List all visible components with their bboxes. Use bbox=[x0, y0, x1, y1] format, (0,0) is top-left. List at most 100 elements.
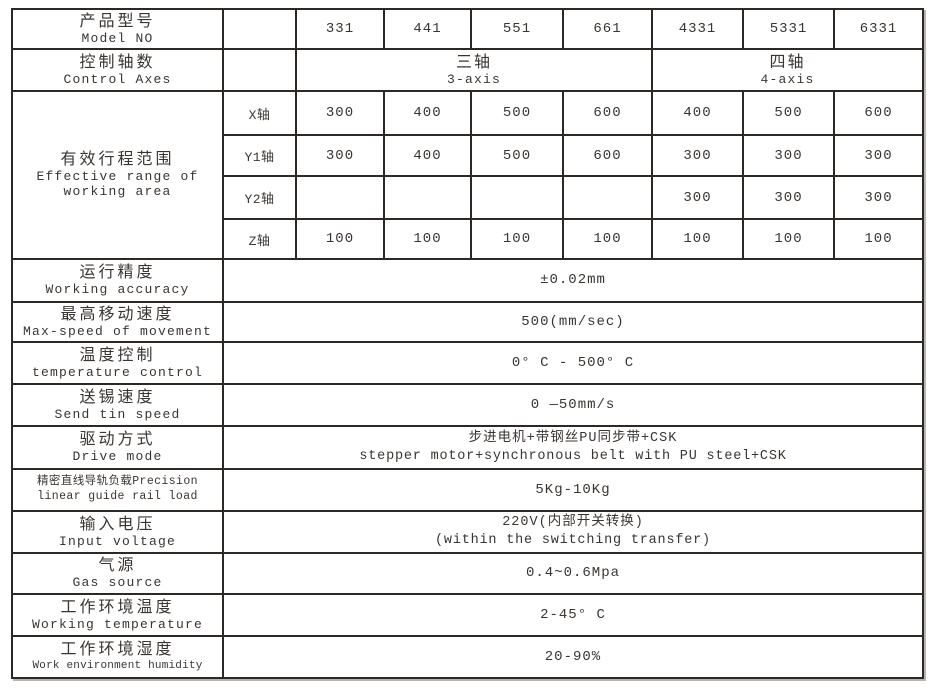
range-value-cell: 100 bbox=[562, 218, 653, 260]
spec-label-en: Working accuracy bbox=[45, 282, 190, 298]
spec-label-en: Work environment humidity bbox=[32, 660, 203, 673]
range-value-cell bbox=[470, 175, 564, 220]
spec-value-line2: (within the switching transfer) bbox=[435, 533, 711, 548]
spec-value: 0 —50mm/s bbox=[530, 396, 616, 413]
axis-name-cell: Y2轴 bbox=[222, 175, 297, 220]
spec-value-cell: 2-45° C bbox=[222, 593, 924, 637]
spec-row-voltage: 输入电压 Input voltage 220V(内部开关转换) (within … bbox=[11, 510, 924, 554]
spec-label-zh: 运行精度 bbox=[79, 264, 156, 283]
spec-value: 5Kg-10Kg bbox=[535, 481, 611, 498]
spec-table: 产品型号 Model NO 331 441 551 661 4331 5331 … bbox=[11, 8, 924, 679]
control-axes-row: 控制轴数 Control Axes 三轴 3-axis 四轴 4-axis bbox=[11, 48, 924, 92]
empty-cell bbox=[222, 48, 297, 92]
range-value-cell: 400 bbox=[383, 134, 472, 177]
spec-label-cell: 运行精度 Working accuracy bbox=[11, 258, 224, 303]
spec-label-zh: 送锡速度 bbox=[79, 388, 156, 407]
model-number-cell: 661 bbox=[562, 8, 653, 50]
range-y2-row: Y2轴 300 300 300 bbox=[12, 175, 924, 220]
spec-label-cell: 送锡速度 Send tin speed bbox=[11, 383, 224, 427]
axes-label-cell: 控制轴数 Control Axes bbox=[11, 48, 224, 92]
range-value-cell: 300 bbox=[742, 175, 835, 220]
range-value-cell: 100 bbox=[742, 218, 835, 260]
range-value-cell: 100 bbox=[383, 218, 472, 260]
model-number-cell: 4331 bbox=[651, 8, 744, 50]
range-z-row: Z轴 100 100 100 100 100 100 100 bbox=[12, 218, 924, 260]
spec-value: 步进电机+带钢丝PU同步带+CSK bbox=[468, 430, 678, 446]
range-y1-row: Y1轴 300 400 500 600 300 300 300 bbox=[12, 134, 924, 177]
range-value-cell: 300 bbox=[651, 134, 744, 177]
range-value-cell: 100 bbox=[470, 218, 564, 260]
spec-label-cell: 驱动方式 Drive mode bbox=[11, 425, 224, 470]
model-label-en: Model NO bbox=[81, 30, 154, 46]
axis-name-cell: X轴 bbox=[222, 90, 297, 136]
axis-name-cell: Y1轴 bbox=[222, 134, 297, 177]
range-value-cell bbox=[562, 175, 653, 220]
range-value-cell bbox=[383, 175, 472, 220]
range-value-cell: 300 bbox=[833, 134, 924, 177]
spec-value-cell: 5Kg-10Kg bbox=[222, 468, 924, 512]
spec-label-cell: 工作环境温度 Working temperature bbox=[11, 593, 224, 637]
range-label-en1: Effective range of bbox=[36, 169, 199, 185]
spec-row-accuracy: 运行精度 Working accuracy ±0.02mm bbox=[11, 258, 924, 303]
spec-label-cell: 精密直线导轨负载Precision linear guide rail load bbox=[11, 468, 224, 512]
range-value-cell: 400 bbox=[651, 90, 744, 136]
range-value-cell: 500 bbox=[742, 90, 835, 136]
four-axis-en: 4-axis bbox=[760, 71, 815, 87]
model-number-cell: 551 bbox=[470, 8, 564, 50]
spec-row-rail-load: 精密直线导轨负载Precision linear guide rail load… bbox=[11, 468, 924, 512]
spec-label-zh: 温度控制 bbox=[79, 346, 156, 365]
empty-cell bbox=[222, 8, 297, 50]
axes-label-en: Control Axes bbox=[63, 71, 172, 87]
model-label-zh: 产品型号 bbox=[79, 12, 156, 31]
axis-name-cell: Z轴 bbox=[222, 218, 297, 260]
range-value-cell: 500 bbox=[470, 134, 564, 177]
range-value-cell: 600 bbox=[562, 90, 653, 136]
spec-label-zh: 气源 bbox=[98, 557, 137, 576]
spec-row-drive-mode: 驱动方式 Drive mode 步进电机+带钢丝PU同步带+CSK steppe… bbox=[11, 425, 924, 470]
three-axis-zh: 三轴 bbox=[455, 53, 492, 72]
spec-label-en: Gas source bbox=[72, 575, 163, 591]
spec-label-zh: 驱动方式 bbox=[79, 431, 156, 450]
model-row: 产品型号 Model NO 331 441 551 661 4331 5331 … bbox=[11, 8, 924, 50]
model-label-cell: 产品型号 Model NO bbox=[11, 8, 224, 50]
spec-label-zh: 工作环境湿度 bbox=[60, 641, 175, 660]
range-value-cell bbox=[295, 175, 385, 220]
range-value-cell: 100 bbox=[833, 218, 924, 260]
spec-row-gas: 气源 Gas source 0.4~0.6Mpa bbox=[11, 552, 924, 595]
spec-value-cell: 0 —50mm/s bbox=[222, 383, 924, 427]
spec-label-cell: 气源 Gas source bbox=[11, 552, 224, 595]
spec-value: 220V(内部开关转换) bbox=[502, 515, 644, 531]
spec-value: 500(mm/sec) bbox=[521, 313, 625, 330]
spec-label-en: Working temperature bbox=[31, 616, 204, 632]
model-number-cell: 5331 bbox=[742, 8, 835, 50]
range-label-en2: working area bbox=[63, 184, 172, 199]
four-axis-group-cell: 四轴 4-axis bbox=[651, 48, 924, 92]
spec-label-zh: 输入电压 bbox=[79, 515, 156, 534]
three-axis-group-cell: 三轴 3-axis bbox=[295, 48, 653, 92]
spec-label-cell: 最高移动速度 Max-speed of movement bbox=[11, 301, 224, 343]
spec-row-working-temp: 工作环境温度 Working temperature 2-45° C bbox=[11, 593, 924, 637]
model-number-cell: 331 bbox=[295, 8, 385, 50]
range-label-cell: 有效行程范围 Effective range of working area bbox=[11, 90, 224, 260]
spec-value-cell: 0.4~0.6Mpa bbox=[222, 552, 924, 595]
spec-label-en: Drive mode bbox=[72, 449, 163, 465]
spec-value: 0° C - 500° C bbox=[511, 354, 635, 371]
spec-label-en: linear guide rail load bbox=[37, 490, 198, 503]
spec-value-cell: 步进电机+带钢丝PU同步带+CSK stepper motor+synchron… bbox=[222, 425, 924, 470]
range-value-cell: 400 bbox=[383, 90, 472, 136]
spec-value: ±0.02mm bbox=[540, 272, 606, 289]
spec-value: 0.4~0.6Mpa bbox=[525, 565, 620, 582]
spec-row-temperature: 温度控制 temperature control 0° C - 500° C bbox=[11, 341, 924, 385]
spec-value-cell: 220V(内部开关转换) (within the switching trans… bbox=[222, 510, 924, 554]
spec-label-en: Send tin speed bbox=[54, 406, 181, 422]
spec-row-humidity: 工作环境湿度 Work environment humidity 20-90% bbox=[11, 635, 924, 679]
spec-row-tin-speed: 送锡速度 Send tin speed 0 —50mm/s bbox=[11, 383, 924, 427]
range-value-cell: 600 bbox=[833, 90, 924, 136]
spec-label-cell: 工作环境湿度 Work environment humidity bbox=[11, 635, 224, 679]
spec-value-cell: 500(mm/sec) bbox=[222, 301, 924, 343]
model-number-cell: 441 bbox=[383, 8, 472, 50]
spec-label-zh: 工作环境温度 bbox=[60, 598, 175, 617]
range-value-cell: 600 bbox=[562, 134, 653, 177]
range-label-zh: 有效行程范围 bbox=[60, 151, 175, 170]
spec-label-zh: 精密直线导轨负载Precision bbox=[37, 475, 198, 489]
